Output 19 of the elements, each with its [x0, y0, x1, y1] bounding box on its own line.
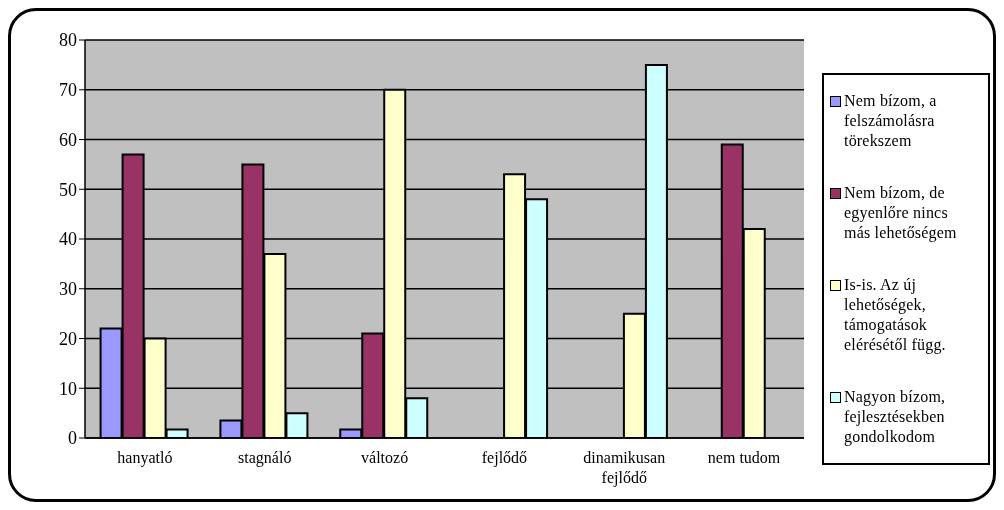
x-tick-label: változó	[361, 449, 409, 467]
y-tick-label: 60	[59, 129, 77, 150]
y-tick-label: 50	[59, 179, 77, 200]
y-tick-label: 80	[59, 30, 77, 51]
legend-label: Nem bízom, de egyenlőre nincs más lehetőségem	[844, 183, 958, 243]
legend-label: Nem bízom, a felszámolásra törekszem	[844, 91, 938, 151]
x-tick-label: nem tudom	[707, 449, 781, 467]
y-tick-label: 0	[68, 428, 77, 449]
y-tick-label: 40	[59, 229, 77, 250]
y-tick-label: 70	[59, 80, 77, 101]
legend-label: Nagyon bízom, fejlesztésekben gondolkodom	[844, 387, 947, 447]
y-tick-label: 20	[59, 328, 77, 349]
x-tick-label: dinamikusan fejlődő	[583, 449, 666, 488]
x-tick-label: hanyatló	[117, 449, 173, 468]
x-tick-label: stagnáló	[238, 449, 292, 468]
legend-label: Is-is. Az új lehetőségek, támogatások elérésétől függ.	[844, 275, 947, 355]
y-tick-label: 30	[59, 279, 77, 300]
y-tick-label: 10	[59, 378, 77, 399]
x-tick-label: fejlődő	[481, 449, 528, 468]
